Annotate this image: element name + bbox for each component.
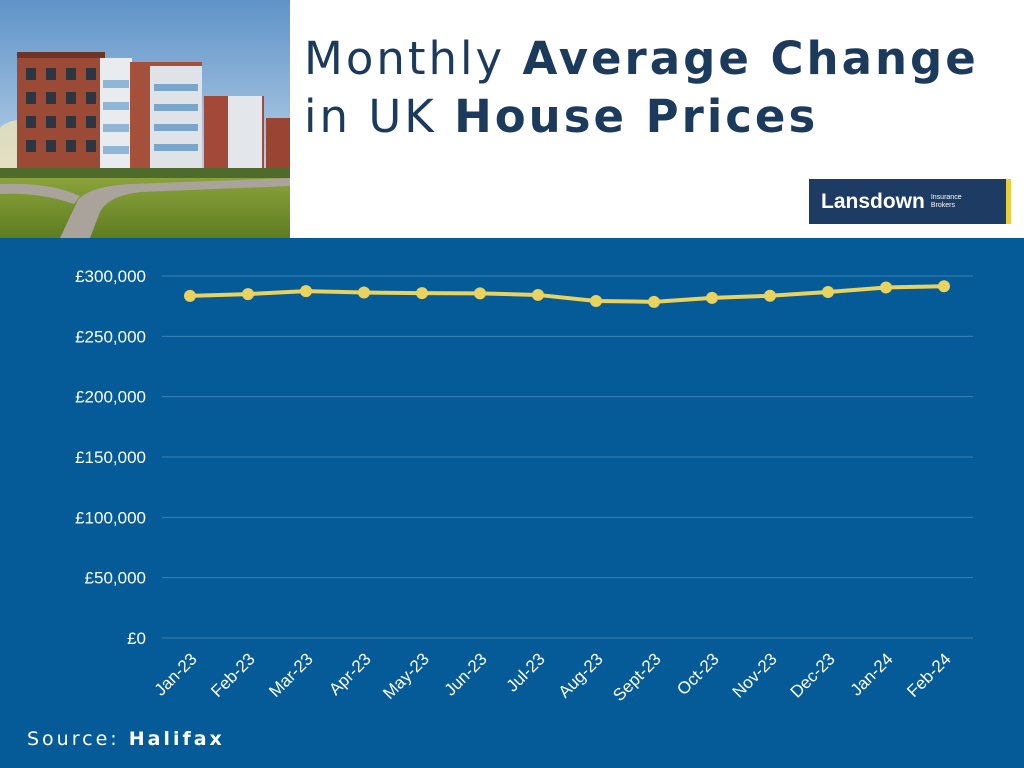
y-tick-label: £50,000 <box>85 569 146 588</box>
x-tick-label: Jun-23 <box>441 649 491 699</box>
x-tick-label: Jan-24 <box>847 649 897 699</box>
x-tick-label: Oct-23 <box>673 649 723 699</box>
data-point <box>300 285 312 298</box>
series <box>184 280 950 308</box>
title-part-2: Average Change <box>522 32 979 85</box>
logo-subtext-line-2: Brokers <box>930 201 955 209</box>
data-point <box>938 280 950 293</box>
x-tick-label: Apr-23 <box>325 649 375 699</box>
data-point <box>358 286 370 299</box>
title-part-1: Monthly <box>304 32 523 85</box>
data-point <box>648 295 660 308</box>
source-note: Source: Halifax <box>27 728 225 750</box>
data-point <box>880 281 892 294</box>
y-tick-label: £250,000 <box>75 327 146 346</box>
data-point <box>590 294 602 307</box>
logo-subtext-line-1: Insurance <box>930 193 962 201</box>
x-tick-label: Feb-24 <box>903 649 955 701</box>
x-tick-label: Jul-23 <box>503 649 549 695</box>
gridlines <box>162 275 973 639</box>
header: Monthly Average Change in UK House Price… <box>0 0 1024 238</box>
line-chart: £0 £50,000 £100,000 £150,000 £200,000 £250,00… <box>75 267 973 705</box>
data-point <box>822 286 834 299</box>
series-line <box>189 284 945 304</box>
y-tick-label: £150,000 <box>75 448 146 467</box>
y-tick-label: £200,000 <box>75 388 146 407</box>
x-tick-label: Mar-23 <box>265 649 317 701</box>
y-axis-ticks: £0 £50,000 £100,000 £150,000 £200,000 £250,00… <box>75 267 146 648</box>
x-tick-label: Sept-23 <box>609 649 665 705</box>
data-point <box>474 287 486 300</box>
apartment-buildings-photo <box>0 0 290 238</box>
data-point <box>416 287 428 300</box>
lansdown-logo: Lansdown Insurance Brokers <box>809 179 1011 224</box>
x-tick-label: Aug-23 <box>555 649 607 701</box>
data-point <box>706 291 718 304</box>
source-value: Halifax <box>128 728 225 750</box>
data-point <box>764 289 776 302</box>
x-tick-label: May-23 <box>379 649 433 703</box>
y-tick-label: £0 <box>127 629 146 648</box>
x-tick-label: Jan-23 <box>151 649 201 699</box>
x-tick-label: Dec-23 <box>787 649 839 701</box>
x-tick-label: Feb-23 <box>207 649 259 701</box>
x-axis-ticks: Jan-23 Feb-23 Mar-23 Apr-23 May-23 Jun-23 Jul-… <box>151 649 955 705</box>
data-point <box>184 289 196 302</box>
data-point <box>242 288 254 301</box>
chart-title: Monthly Average Change in UK House Price… <box>304 30 1014 146</box>
title-part-3: in UK <box>304 90 455 143</box>
source-label: Source: <box>27 728 129 750</box>
logo-wordmark: Lansdown <box>821 189 925 213</box>
y-tick-label: £100,000 <box>75 508 146 527</box>
y-tick-label: £300,000 <box>75 267 146 286</box>
data-point <box>532 288 544 301</box>
logo-subtext: Insurance Brokers <box>931 194 962 210</box>
x-tick-label: Nov-23 <box>729 649 781 701</box>
title-part-4: House Prices <box>454 90 819 143</box>
